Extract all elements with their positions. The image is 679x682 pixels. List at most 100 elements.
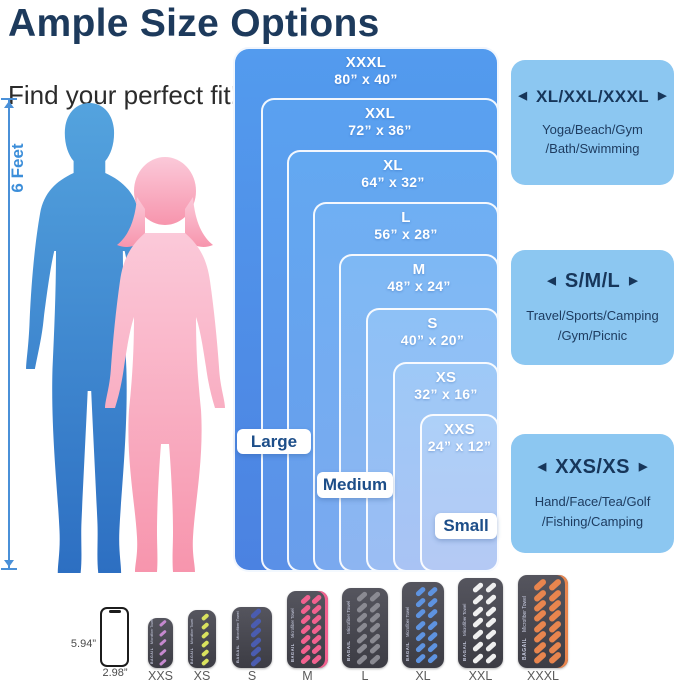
- size-rect-name: XL: [383, 157, 403, 174]
- info-card-use-line: /Bath/Swimming: [545, 141, 640, 156]
- phone-illustration: [100, 607, 129, 667]
- towel-stripe: [299, 654, 311, 665]
- towel-stripe: [369, 642, 382, 655]
- towel-stripe: [355, 642, 369, 655]
- brand-product: Microfiber Towel: [290, 608, 295, 639]
- towel-brand-label: BAGAIL Microfiber Towel: [405, 589, 410, 661]
- towel-stripe: [299, 624, 311, 635]
- towel-stripe: [426, 619, 439, 631]
- towel-stripe: [471, 652, 485, 665]
- towel-stripe: [200, 648, 210, 657]
- towel-stripe: [299, 614, 311, 625]
- towel-stripe: [369, 601, 382, 614]
- size-rect-name: XS: [435, 369, 457, 386]
- towel-stripe: [369, 611, 382, 624]
- towel-stripe: [369, 590, 382, 603]
- human-silhouettes: [26, 103, 225, 573]
- info-card-uses: Yoga/Beach/Gym/Bath/Swimming: [542, 120, 643, 159]
- brand-name: BAGAIL: [290, 643, 295, 662]
- towel-size-label: L: [361, 669, 369, 682]
- category-label-small: Small: [435, 513, 497, 539]
- towel-xl: BAGAIL Microfiber Towel: [402, 582, 444, 668]
- info-card-use-line: /Gym/Picnic: [557, 327, 628, 343]
- towel-stripe: [414, 608, 427, 620]
- info-card-title-row: ◀ XXS/XS ▶: [538, 456, 648, 479]
- size-rect-dimensions: 48” x 24”: [387, 278, 451, 294]
- info-card-title-row: ◀ S/M/L ▶: [547, 270, 637, 293]
- towel-brand-label: BAGAIL Microfiber Towel: [522, 582, 528, 660]
- measure-arrow-down-icon: [4, 560, 14, 567]
- brand-name: BAGAIL: [522, 637, 528, 660]
- towel-stripe: [299, 634, 311, 645]
- measure-arrow-up-icon: [4, 101, 14, 108]
- towel-stripe: [200, 621, 210, 630]
- towel-stripe: [311, 624, 323, 635]
- towel-size-label: XL: [415, 669, 431, 682]
- towel-stripe: [311, 644, 323, 655]
- male-silhouette: [26, 103, 153, 573]
- towel-brand-label: BAGAIL Microfiber Towel: [190, 615, 195, 664]
- phone-width-label: 2.98”: [102, 667, 128, 679]
- female-silhouette: [105, 157, 225, 572]
- towel-stripe: [355, 621, 369, 635]
- towel-stripe: [355, 653, 369, 666]
- towel-stripe: [311, 604, 323, 615]
- category-label-large: Large: [237, 429, 311, 454]
- brand-product: Microfiber Towel: [150, 618, 154, 644]
- towel-size-label: XXXL: [527, 669, 559, 682]
- towel-stripe: [426, 652, 439, 665]
- info-card-3: ◀ XXS/XS ▶ Hand/Face/Tea/Golf/Fishing/Campi…: [511, 434, 674, 553]
- brand-product: Microfiber Towel: [190, 618, 194, 644]
- info-card-uses: Hand/Face/Tea/Golf/Fishing/Camping: [535, 492, 651, 531]
- towel-stripe: [200, 639, 210, 648]
- phone-height-label: 5.94”: [70, 638, 96, 650]
- brand-product: Microfiber Towel: [346, 601, 351, 635]
- right-arrow-icon: ▶: [658, 90, 667, 102]
- height-measure-line: [8, 99, 10, 569]
- towel-stripe: [200, 657, 210, 666]
- towel-stripe: [369, 653, 382, 666]
- brand-product: Microfiber Towel: [405, 606, 410, 637]
- towel-stripe: [299, 644, 311, 655]
- towel-size-label: S: [247, 669, 257, 682]
- towel-stripe: [426, 641, 439, 653]
- right-arrow-icon: ▶: [638, 461, 648, 473]
- towel-stripe: [355, 601, 369, 614]
- towel-stripe: [471, 617, 485, 629]
- towel-stripe: [369, 632, 382, 645]
- towel-stripe: [484, 581, 498, 594]
- towel-stripe: [533, 578, 547, 592]
- size-rect-dimensions: 80” x 40”: [334, 71, 398, 87]
- brand-product: Microfiber Towel: [235, 610, 240, 640]
- brand-name: BAGAIL: [190, 647, 194, 664]
- size-rect-name: M: [412, 261, 426, 278]
- towel-stripe: [484, 617, 498, 629]
- towel-stripe: [484, 605, 498, 618]
- phone-notch: [108, 610, 121, 613]
- towel-s: BAGAIL Microfiber Towel: [232, 607, 272, 668]
- towel-stripe: [414, 641, 427, 653]
- page-subtitle: Find your perfect fit!: [8, 80, 238, 110]
- info-card-use-line: Yoga/Beach/Gym: [542, 121, 643, 137]
- towel-stripe: [484, 628, 498, 641]
- size-rect-name: XXS: [444, 421, 475, 438]
- towel-brand-label: BAGAIL Microfiber Towel: [346, 594, 352, 661]
- brand-name: BAGAIL: [405, 641, 410, 661]
- towel-size-label: XS: [193, 669, 211, 682]
- info-card-use-line: Hand/Face/Tea/Golf: [534, 494, 651, 509]
- towel-size-label: XXL: [468, 669, 493, 682]
- towel-stripe: [249, 645, 263, 658]
- towel-stripe: [200, 630, 210, 639]
- info-card-title: XL/XXL/XXXL: [535, 86, 650, 106]
- towel-stripe: [311, 654, 323, 665]
- info-card-1: ◀ XL/XXL/XXXL ▶ Yoga/Beach/Gym/Bath/Swimmin…: [511, 60, 674, 185]
- info-card-uses: Travel/Sports/Camping/Gym/Picnic: [526, 306, 658, 345]
- brand-name: BAGAIL: [235, 644, 240, 663]
- left-arrow-icon: ◀: [547, 275, 556, 287]
- size-rect-dimensions: 32” x 16”: [414, 386, 478, 402]
- size-rect-dimensions: 56” x 28”: [374, 226, 438, 242]
- towel-stripe: [426, 608, 439, 620]
- size-rect-dimensions: 72” x 36”: [348, 122, 412, 138]
- info-card-title: XXS/XS: [555, 456, 630, 478]
